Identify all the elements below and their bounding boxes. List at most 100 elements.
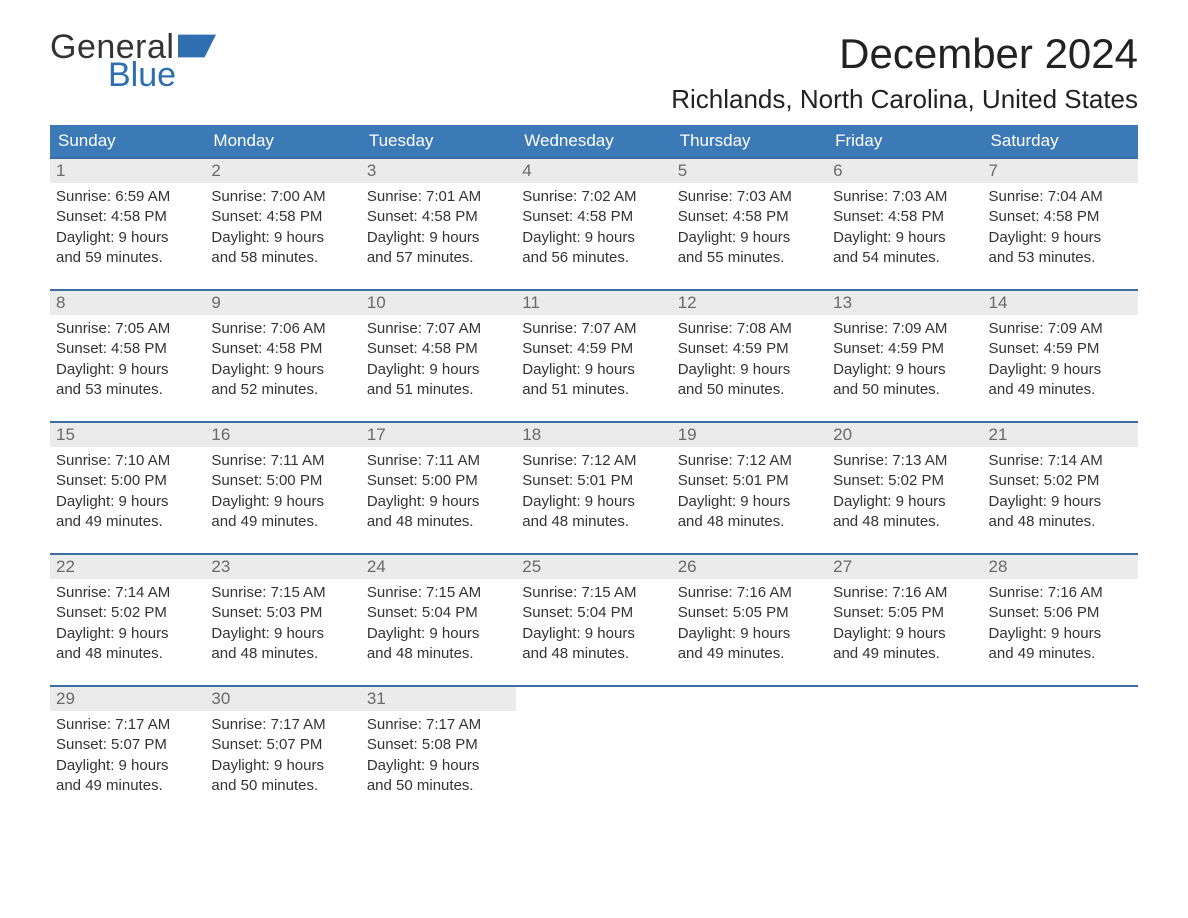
sunrise-line: Sunrise: 7:07 AM (522, 319, 665, 339)
daylight-line-1: Daylight: 9 hours (367, 624, 510, 644)
daylight-line-1: Daylight: 9 hours (211, 756, 354, 776)
day-number: 7 (983, 159, 1138, 183)
daylight-line-2: and 49 minutes. (833, 644, 976, 664)
day-text: Sunrise: 7:15 AMSunset: 5:04 PMDaylight:… (516, 579, 671, 664)
day-number: 12 (672, 291, 827, 315)
sunset-line: Sunset: 5:03 PM (211, 603, 354, 623)
daylight-line-2: and 48 minutes. (211, 644, 354, 664)
header: General Blue December 2024 Richlands, No… (50, 30, 1138, 115)
daylight-line-2: and 53 minutes. (56, 380, 199, 400)
day-cell: 12 Sunrise: 7:08 AMSunset: 4:59 PMDayligh… (672, 291, 827, 403)
sunset-line: Sunset: 5:07 PM (211, 735, 354, 755)
day-text: Sunrise: 7:03 AMSunset: 4:58 PMDaylight:… (827, 183, 982, 268)
daylight-line-2: and 57 minutes. (367, 248, 510, 268)
daylight-line-1: Daylight: 9 hours (56, 492, 199, 512)
dow-thursday: Thursday (672, 125, 827, 157)
day-number: 28 (983, 555, 1138, 579)
day-text: Sunrise: 7:14 AMSunset: 5:02 PMDaylight:… (50, 579, 205, 664)
dow-wednesday: Wednesday (516, 125, 671, 157)
daylight-line-2: and 48 minutes. (56, 644, 199, 664)
sunrise-line: Sunrise: 7:14 AM (989, 451, 1132, 471)
day-text: Sunrise: 7:17 AMSunset: 5:07 PMDaylight:… (205, 711, 360, 796)
day-number: 5 (672, 159, 827, 183)
day-cell: 1Sunrise: 6:59 AMSunset: 4:58 PMDaylight… (50, 159, 205, 271)
sunset-line: Sunset: 4:58 PM (211, 339, 354, 359)
day-cell: 29Sunrise: 7:17 AMSunset: 5:07 PMDayligh… (50, 687, 205, 799)
daylight-line-2: and 48 minutes. (989, 512, 1132, 532)
daylight-line-1: Daylight: 9 hours (522, 360, 665, 380)
month-title: December 2024 (671, 30, 1138, 78)
sunrise-line: Sunrise: 7:05 AM (56, 319, 199, 339)
sunset-line: Sunset: 5:04 PM (367, 603, 510, 623)
sunset-line: Sunset: 4:58 PM (367, 207, 510, 227)
sunset-line: Sunset: 5:02 PM (56, 603, 199, 623)
sunset-line: Sunset: 4:59 PM (522, 339, 665, 359)
day-cell: 2Sunrise: 7:00 AMSunset: 4:58 PMDaylight… (205, 159, 360, 271)
sunrise-line: Sunrise: 7:09 AM (989, 319, 1132, 339)
daylight-line-1: Daylight: 9 hours (522, 492, 665, 512)
day-cell-empty (983, 687, 1138, 799)
daylight-line-1: Daylight: 9 hours (678, 360, 821, 380)
day-number: 27 (827, 555, 982, 579)
sunrise-line: Sunrise: 7:08 AM (678, 319, 821, 339)
sunset-line: Sunset: 4:58 PM (833, 207, 976, 227)
page: General Blue December 2024 Richlands, No… (0, 0, 1188, 829)
day-text: Sunrise: 7:00 AMSunset: 4:58 PMDaylight:… (205, 183, 360, 268)
sunrise-line: Sunrise: 7:16 AM (989, 583, 1132, 603)
day-cell: 25Sunrise: 7:15 AMSunset: 5:04 PMDayligh… (516, 555, 671, 667)
day-number: 4 (516, 159, 671, 183)
sunset-line: Sunset: 5:05 PM (678, 603, 821, 623)
day-text: Sunrise: 7:12 AMSunset: 5:01 PMDaylight:… (516, 447, 671, 532)
daylight-line-1: Daylight: 9 hours (833, 228, 976, 248)
daylight-line-2: and 54 minutes. (833, 248, 976, 268)
sunset-line: Sunset: 4:58 PM (211, 207, 354, 227)
day-text: Sunrise: 7:15 AMSunset: 5:03 PMDaylight:… (205, 579, 360, 664)
day-cell: 30Sunrise: 7:17 AMSunset: 5:07 PMDayligh… (205, 687, 360, 799)
day-number: 1 (50, 159, 205, 183)
daylight-line-2: and 52 minutes. (211, 380, 354, 400)
week-row: 8Sunrise: 7:05 AMSunset: 4:58 PMDaylight… (50, 289, 1138, 403)
daylight-line-1: Daylight: 9 hours (56, 228, 199, 248)
sunset-line: Sunset: 5:02 PM (833, 471, 976, 491)
day-cell: 3Sunrise: 7:01 AMSunset: 4:58 PMDaylight… (361, 159, 516, 271)
sunset-line: Sunset: 5:00 PM (56, 471, 199, 491)
sunrise-line: Sunrise: 7:17 AM (211, 715, 354, 735)
daylight-line-1: Daylight: 9 hours (522, 624, 665, 644)
sunrise-line: Sunrise: 7:15 AM (522, 583, 665, 603)
daylight-line-2: and 49 minutes. (989, 644, 1132, 664)
sunrise-line: Sunrise: 7:13 AM (833, 451, 976, 471)
day-number: 25 (516, 555, 671, 579)
sunset-line: Sunset: 4:59 PM (678, 339, 821, 359)
day-cell: 31Sunrise: 7:17 AMSunset: 5:08 PMDayligh… (361, 687, 516, 799)
day-number: 18 (516, 423, 671, 447)
sunrise-line: Sunrise: 6:59 AM (56, 187, 199, 207)
day-number: 19 (672, 423, 827, 447)
day-text: Sunrise: 7:14 AMSunset: 5:02 PMDaylight:… (983, 447, 1138, 532)
daylight-line-2: and 58 minutes. (211, 248, 354, 268)
sunrise-line: Sunrise: 7:09 AM (833, 319, 976, 339)
day-cell: 17Sunrise: 7:11 AMSunset: 5:00 PMDayligh… (361, 423, 516, 535)
daylight-line-2: and 50 minutes. (367, 776, 510, 796)
daylight-line-1: Daylight: 9 hours (678, 228, 821, 248)
daylight-line-2: and 49 minutes. (56, 776, 199, 796)
day-number: 30 (205, 687, 360, 711)
sunset-line: Sunset: 5:04 PM (522, 603, 665, 623)
daylight-line-2: and 50 minutes. (833, 380, 976, 400)
daylight-line-1: Daylight: 9 hours (833, 360, 976, 380)
daylight-line-1: Daylight: 9 hours (678, 492, 821, 512)
sunset-line: Sunset: 4:58 PM (367, 339, 510, 359)
daylight-line-2: and 49 minutes. (211, 512, 354, 532)
daylight-line-2: and 51 minutes. (522, 380, 665, 400)
location: Richlands, North Carolina, United States (671, 84, 1138, 115)
day-text: Sunrise: 7:11 AMSunset: 5:00 PMDaylight:… (205, 447, 360, 532)
sunrise-line: Sunrise: 7:17 AM (56, 715, 199, 735)
day-cell: 13Sunrise: 7:09 AMSunset: 4:59 PMDayligh… (827, 291, 982, 403)
sunset-line: Sunset: 5:02 PM (989, 471, 1132, 491)
dow-monday: Monday (205, 125, 360, 157)
daylight-line-1: Daylight: 9 hours (833, 492, 976, 512)
dow-saturday: Saturday (983, 125, 1138, 157)
daylight-line-1: Daylight: 9 hours (678, 624, 821, 644)
day-cell: 14Sunrise: 7:09 AMSunset: 4:59 PMDayligh… (983, 291, 1138, 403)
day-cell: 4Sunrise: 7:02 AMSunset: 4:58 PMDaylight… (516, 159, 671, 271)
day-text: Sunrise: 7:02 AMSunset: 4:58 PMDaylight:… (516, 183, 671, 268)
